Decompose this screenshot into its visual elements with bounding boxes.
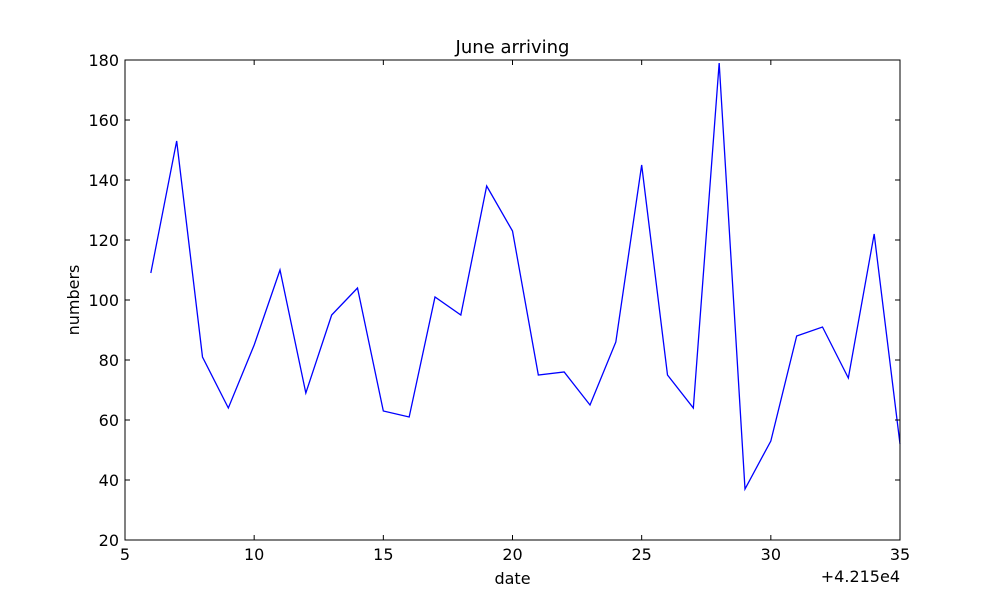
y-axis: 20 40 60 80 100 120 140 160 180 — [88, 51, 900, 550]
plot-frame — [124, 59, 901, 541]
series-line-0 — [150, 62, 901, 492]
y-tick-label: 160 — [88, 111, 119, 130]
chart-title: June arriving — [455, 37, 570, 58]
y-tick-label: 80 — [99, 351, 119, 370]
y-tick-label: 20 — [99, 531, 119, 550]
y-tick-label: 60 — [99, 411, 119, 430]
x-tick-label: 5 — [120, 545, 130, 564]
x-axis-label: date — [494, 569, 530, 588]
x-tick-label: 15 — [373, 545, 393, 564]
x-axis-offset-label: +4.215e4 — [821, 567, 900, 586]
x-tick-label: 25 — [631, 545, 651, 564]
plot-area — [124, 59, 901, 541]
x-tick-label: 10 — [244, 545, 264, 564]
y-tick-label: 40 — [99, 471, 119, 490]
y-tick-label: 140 — [88, 171, 119, 190]
y-tick-label: 100 — [88, 291, 119, 310]
y-tick-label: 180 — [88, 51, 119, 70]
x-tick-label: 35 — [890, 545, 910, 564]
x-axis: 5 10 15 20 25 30 35 — [120, 60, 910, 564]
x-tick-label: 20 — [502, 545, 522, 564]
y-axis-label: numbers — [64, 265, 83, 336]
x-tick-label: 30 — [761, 545, 781, 564]
y-tick-label: 120 — [88, 231, 119, 250]
